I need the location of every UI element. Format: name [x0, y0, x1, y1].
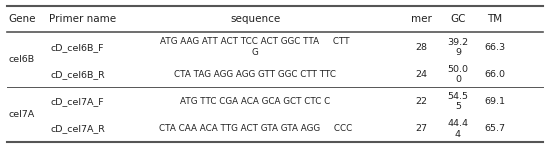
Text: CTA TAG AGG AGG GTT GGC CTT TTC: CTA TAG AGG AGG GTT GGC CTT TTC: [174, 70, 336, 79]
Text: cD_cel7A_R: cD_cel7A_R: [51, 124, 106, 133]
Text: cel7A: cel7A: [9, 110, 35, 119]
Text: 44.4
4: 44.4 4: [447, 119, 469, 139]
Text: ATG TTC CGA ACA GCA GCT CTC C: ATG TTC CGA ACA GCA GCT CTC C: [180, 97, 331, 106]
Text: cel6B: cel6B: [9, 55, 35, 64]
Text: cD_cel6B_F: cD_cel6B_F: [51, 43, 104, 52]
Text: 39.2
9: 39.2 9: [447, 38, 469, 57]
Text: cD_cel6B_R: cD_cel6B_R: [51, 70, 106, 79]
Text: mer: mer: [411, 14, 432, 24]
Text: 50.0
0: 50.0 0: [447, 65, 469, 84]
Text: ATG AAG ATT ACT TCC ACT GGC TTA     CTT
G: ATG AAG ATT ACT TCC ACT GGC TTA CTT G: [161, 37, 350, 57]
Text: 27: 27: [416, 124, 427, 133]
Text: cD_cel7A_F: cD_cel7A_F: [51, 97, 104, 106]
Text: 28: 28: [416, 43, 427, 52]
Text: TM: TM: [487, 14, 502, 24]
Text: 24: 24: [416, 70, 427, 79]
Text: 22: 22: [416, 97, 427, 106]
Text: GC: GC: [450, 14, 466, 24]
Text: 69.1: 69.1: [484, 97, 505, 106]
Text: Primer name: Primer name: [49, 14, 116, 24]
Text: 54.5
5: 54.5 5: [447, 92, 469, 111]
Text: 66.3: 66.3: [484, 43, 505, 52]
Text: Gene: Gene: [9, 14, 36, 24]
Text: CTA CAA ACA TTG ACT GTA GTA AGG     CCC: CTA CAA ACA TTG ACT GTA GTA AGG CCC: [158, 124, 352, 133]
Text: 66.0: 66.0: [484, 70, 505, 79]
Text: sequence: sequence: [230, 14, 280, 24]
Text: 65.7: 65.7: [484, 124, 505, 133]
